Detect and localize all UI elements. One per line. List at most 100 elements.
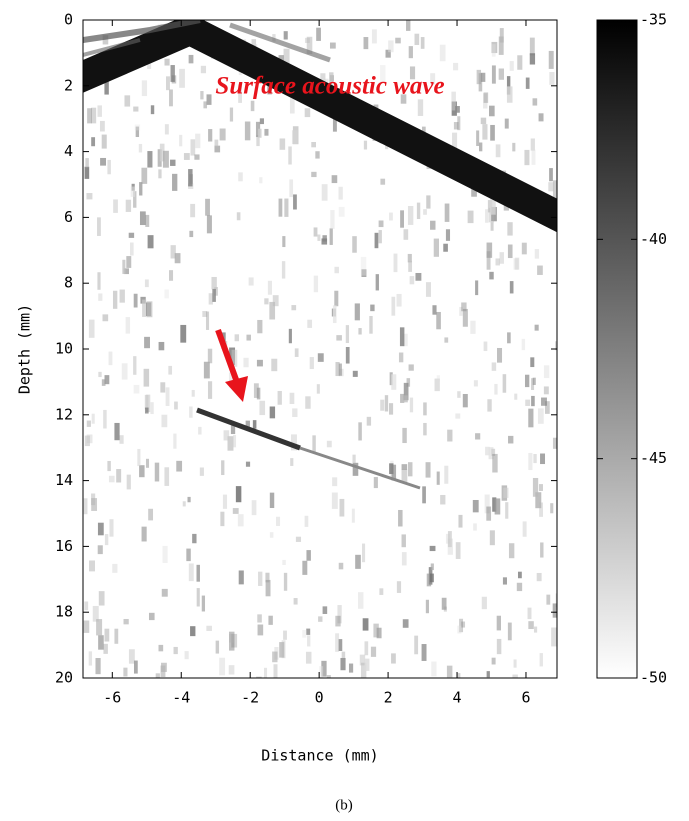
speckle xyxy=(98,635,104,650)
speckle xyxy=(198,426,202,435)
defect-echo xyxy=(299,446,421,490)
speckle xyxy=(281,261,286,279)
speckle xyxy=(317,234,321,241)
x-tick-label: -2 xyxy=(241,689,259,707)
speckle xyxy=(265,579,271,597)
speckle xyxy=(91,498,98,511)
speckle xyxy=(489,530,495,546)
speckle xyxy=(521,242,527,255)
speckle xyxy=(391,464,397,481)
x-tick-label: -6 xyxy=(103,689,121,707)
speckle xyxy=(291,434,297,451)
speckle xyxy=(388,403,394,415)
speckle xyxy=(283,31,288,40)
speckle xyxy=(168,365,173,375)
speckle xyxy=(201,595,206,612)
speckle xyxy=(228,665,235,675)
speckle xyxy=(113,199,118,213)
speckle xyxy=(420,37,425,49)
speckle xyxy=(425,282,431,297)
speckle xyxy=(490,196,496,215)
speckle xyxy=(259,400,266,416)
speckle xyxy=(362,618,369,631)
speckle xyxy=(552,437,557,449)
speckle xyxy=(158,341,165,351)
speckle xyxy=(306,550,311,561)
speckle xyxy=(128,232,135,238)
speckle xyxy=(214,286,218,296)
speckle xyxy=(205,198,210,216)
speckle xyxy=(207,381,213,399)
speckle xyxy=(271,358,278,372)
speckle xyxy=(447,531,452,548)
speckle xyxy=(88,651,93,666)
speckle xyxy=(123,667,128,677)
speckle xyxy=(457,391,461,398)
speckle xyxy=(484,494,490,514)
speckle xyxy=(284,198,289,217)
speckle xyxy=(530,357,535,368)
speckle xyxy=(265,572,270,583)
speckle xyxy=(548,182,554,192)
speckle xyxy=(95,658,101,675)
speckle xyxy=(533,453,537,464)
speckle xyxy=(551,627,557,647)
speckle xyxy=(508,435,514,444)
speckle xyxy=(229,107,234,122)
speckle xyxy=(376,627,382,639)
speckle xyxy=(169,89,173,107)
speckle xyxy=(401,469,408,483)
speckle xyxy=(283,630,287,640)
speckle xyxy=(84,435,90,447)
speckle xyxy=(426,195,431,209)
speckle xyxy=(97,105,102,117)
speckle xyxy=(176,460,183,472)
colorbar-tick-label: -50 xyxy=(640,669,667,687)
speckle xyxy=(531,149,536,165)
speckle xyxy=(455,413,461,419)
speckle xyxy=(406,20,411,31)
speckle xyxy=(371,29,377,44)
speckle xyxy=(440,494,446,505)
colorbar-tick-label: -40 xyxy=(640,230,667,248)
speckle xyxy=(436,311,441,330)
speckle xyxy=(432,305,437,315)
x-tick-label: 6 xyxy=(521,689,530,707)
speckle xyxy=(433,238,440,257)
speckle xyxy=(499,28,504,43)
speckle xyxy=(141,526,147,542)
speckle xyxy=(189,230,194,238)
speckle xyxy=(107,460,111,472)
speckle xyxy=(137,448,141,467)
speckle xyxy=(453,122,459,130)
speckle xyxy=(505,502,509,519)
speckle xyxy=(498,36,504,55)
speckle xyxy=(408,46,413,59)
speckle xyxy=(321,660,327,677)
speckle xyxy=(289,95,295,114)
speckle xyxy=(379,588,384,595)
speckle xyxy=(160,382,166,393)
speckle xyxy=(502,577,507,585)
speckle xyxy=(189,406,193,418)
y-tick-label: 4 xyxy=(64,142,73,160)
speckle xyxy=(101,379,106,386)
speckle xyxy=(462,393,468,408)
speckle xyxy=(393,253,398,273)
speckle xyxy=(358,592,364,609)
speckle xyxy=(480,72,486,82)
speckle xyxy=(517,55,523,70)
speckle xyxy=(380,399,385,411)
speckle xyxy=(485,209,489,223)
speckle xyxy=(205,311,210,330)
speckle xyxy=(536,572,542,582)
speckle xyxy=(521,338,526,351)
speckle xyxy=(83,498,88,515)
speckle xyxy=(444,203,450,222)
speckle xyxy=(491,657,496,665)
speckle xyxy=(257,614,262,623)
y-tick-label: 16 xyxy=(55,537,73,555)
speckle xyxy=(358,328,362,335)
speckle xyxy=(104,375,110,385)
speckle xyxy=(281,640,286,659)
